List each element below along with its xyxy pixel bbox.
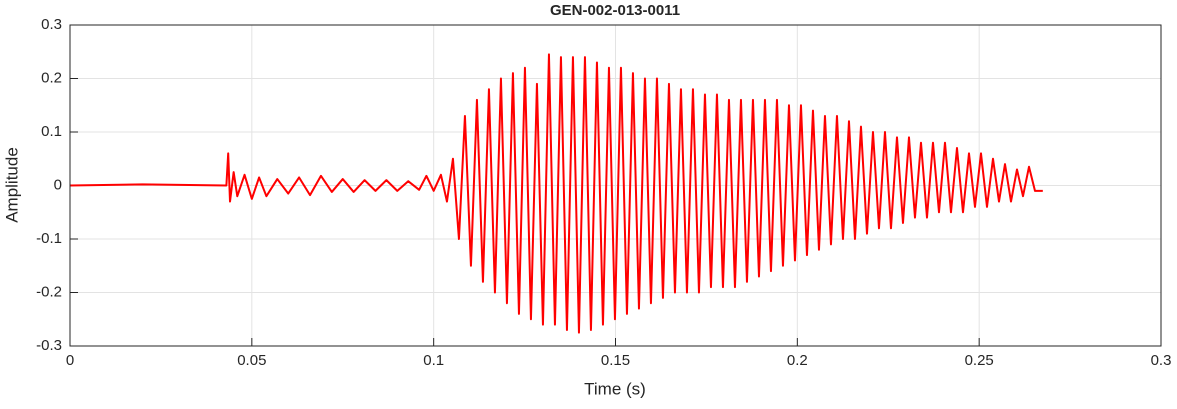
x-tick-label: 0.3 xyxy=(1151,352,1172,369)
y-tick-label: -0.2 xyxy=(36,283,62,300)
x-tick-label: 0.05 xyxy=(237,352,266,369)
chart-title: GEN-002-013-0011 xyxy=(550,2,680,19)
waveform-line xyxy=(69,53,1043,334)
y-axis-label: Amplitude xyxy=(2,147,21,223)
x-tick-label: 0 xyxy=(66,352,74,369)
y-tick-label: -0.3 xyxy=(36,337,62,354)
x-tick-label: 0.25 xyxy=(965,352,994,369)
plot-frame xyxy=(69,24,1162,347)
y-tick-label: 0.2 xyxy=(41,69,62,86)
y-tick-label: 0.1 xyxy=(41,123,62,140)
x-tick-label: 0.15 xyxy=(601,352,630,369)
y-tick-label: 0.3 xyxy=(41,16,62,33)
x-axis-label: Time (s) xyxy=(584,379,646,398)
y-tick-label: 0 xyxy=(54,176,62,193)
x-tick-label: 0.1 xyxy=(423,352,444,369)
y-tick-label: -0.1 xyxy=(36,230,62,247)
x-tick-label: 0.2 xyxy=(787,352,808,369)
